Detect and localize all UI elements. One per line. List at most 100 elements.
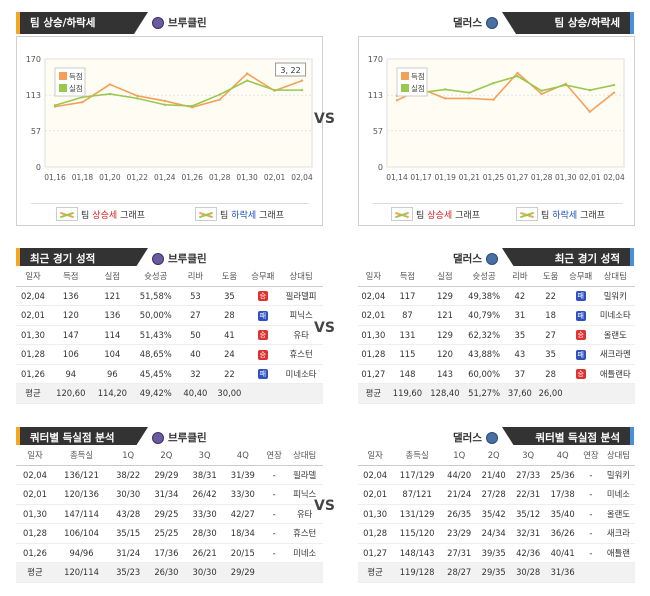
section-title: 최근 경기 성적	[16, 248, 148, 270]
table-cell: 평균	[16, 562, 54, 583]
table-cell: 87/121	[392, 484, 442, 505]
table-cell: 53	[178, 286, 213, 306]
table-cell: 44/20	[441, 465, 477, 485]
average-row: 평균 119/128 28/27 29/35 30/28 31/36	[358, 562, 635, 583]
table-cell: 37,60	[504, 383, 536, 404]
table-row: 01,30 131/129 26/35 35/42 35/12 35/40- 올랜도	[358, 504, 635, 524]
table-cell: 29/25	[147, 504, 186, 524]
table-cell: 37	[504, 364, 536, 384]
table-cell: 28/30	[185, 523, 224, 544]
table-cell: 패	[246, 305, 280, 326]
table-cell: 104	[91, 344, 134, 365]
legend-label: 득점	[69, 71, 83, 81]
table-cell: 29/29	[147, 465, 186, 485]
table-cell: 02,01	[358, 484, 393, 505]
table-cell: 121	[426, 305, 464, 326]
table-cell: 60,00%	[463, 364, 505, 384]
table-cell: -	[261, 523, 287, 544]
recent-table-right-wrap: 일자 득점 실점 슛성공 리바 도움 승무패 상대팀 02,04 117 129 49,38% 42 22…	[358, 266, 635, 404]
data-point	[218, 93, 221, 96]
table-cell: 01,30	[16, 504, 54, 524]
data-point	[444, 97, 447, 100]
table-cell: 31/36	[545, 562, 580, 583]
table-cell: 31	[504, 305, 536, 326]
column-header: 3Q	[510, 445, 546, 466]
table-cell: 26/21	[185, 543, 224, 563]
table-cell: 미네소	[601, 484, 635, 505]
table-row: 01,27 148/143 27/31 39/35 42/36 40/41- 애틀랜	[358, 543, 635, 563]
vs-label: VS	[314, 498, 335, 514]
table-cell: 32/31	[510, 523, 546, 544]
plot-area	[44, 58, 313, 168]
column-header: 총득실	[53, 445, 110, 466]
table-cell: 27/31	[441, 543, 477, 563]
table-cell: 새크라멘	[595, 344, 635, 365]
table-cell: 휴스턴	[286, 523, 323, 544]
column-header: 일자	[358, 266, 389, 287]
recent-table-left-wrap: 일자 득점 실점 슛성공 리바 도움 승무패 상대팀 02,04 136 121 51,58% 53 35…	[16, 266, 323, 404]
data-point	[492, 81, 495, 85]
table-cell: 42	[504, 286, 536, 306]
table-cell: 115	[388, 344, 427, 365]
team-name-right: 댈러스	[453, 427, 498, 449]
column-header: 도움	[212, 266, 247, 287]
table-cell: 02,01	[358, 305, 389, 326]
table-cell: 01,26	[16, 364, 50, 384]
x-tick-label: 01,22	[127, 173, 149, 182]
table-cell: 평균	[358, 383, 389, 404]
table-cell: 02,04	[16, 286, 50, 306]
table-cell: -	[579, 523, 602, 544]
table-cell: 40,79%	[463, 305, 505, 326]
table-cell: 136	[91, 305, 134, 326]
table-cell: 27/33	[510, 465, 546, 485]
table-row: 02,01 87 121 40,79% 31 18 패 미네소타	[358, 305, 635, 326]
x-tick-label: 02,04	[291, 173, 313, 182]
loss-badge: 패	[257, 369, 268, 380]
table-cell: 승	[565, 325, 596, 345]
table-cell: 120	[426, 344, 464, 365]
data-point	[468, 97, 471, 100]
x-tick-label: 01,17	[410, 173, 432, 182]
brooklyn-logo-icon	[152, 17, 164, 29]
column-header: 승무패	[246, 266, 280, 287]
legend-swatch	[59, 72, 67, 80]
x-tick-label: 02,01	[264, 173, 286, 182]
table-row: 01,28 106 104 48,65% 40 24 승 휴스턴	[16, 344, 323, 365]
table-cell: 미네소	[286, 543, 323, 563]
team-name-left: 브루클린	[152, 248, 207, 270]
tooltip-label: 3, 22	[280, 66, 300, 75]
table-cell: 22	[535, 286, 566, 306]
table-cell: 129	[426, 325, 464, 345]
table-cell: 01,26	[16, 543, 54, 563]
section-title: 팀 상승/하락세	[16, 12, 148, 34]
x-tick-label: 01,30	[236, 173, 258, 182]
table-cell: -	[261, 484, 287, 505]
column-header: 리바	[504, 266, 536, 287]
data-point	[81, 101, 84, 104]
legend-label: 실점	[69, 83, 83, 93]
table-cell: 40	[178, 344, 213, 365]
table-cell: 23/29	[441, 523, 477, 544]
table-row: 01,30 147/114 43/28 29/25 33/30 42/27- 유타	[16, 504, 323, 524]
table-cell: 35	[212, 286, 247, 306]
section-title: 최근 경기 성적	[502, 248, 634, 270]
data-point	[136, 97, 139, 100]
table-cell: -	[261, 543, 287, 563]
column-header: 일자	[16, 266, 50, 287]
table-cell: 22/31	[510, 484, 546, 505]
data-point	[492, 98, 495, 101]
table-cell: 18/34	[223, 523, 262, 544]
x-tick-label: 01,28	[209, 173, 231, 182]
table-cell: 01,28	[358, 523, 393, 544]
series-line-scored	[396, 71, 615, 113]
table-cell: 119,60	[388, 383, 427, 404]
x-tick-label: 01,26	[181, 173, 203, 182]
column-header: 2Q	[476, 445, 511, 466]
data-point	[540, 92, 543, 96]
table-cell: 148/143	[392, 543, 442, 563]
table-cell: 평균	[358, 562, 393, 583]
data-point	[163, 103, 166, 106]
data-point	[81, 95, 84, 99]
y-tick-label: 57	[373, 127, 383, 136]
